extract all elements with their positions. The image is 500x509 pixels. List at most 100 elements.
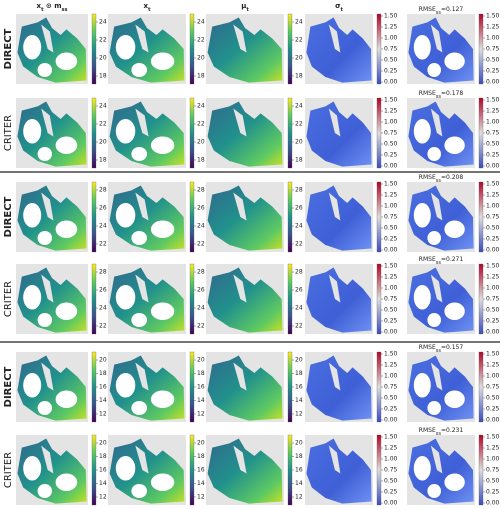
colorbar-tick-label: 0.00: [486, 163, 500, 170]
colorbar-tick-label: 18: [197, 453, 205, 460]
rmse-label: RMSEss=0.271: [419, 256, 464, 266]
colorbar-tick-label: 28: [197, 187, 205, 194]
colorbar-tick-label: 1.25: [384, 445, 398, 452]
colorbar: [91, 351, 97, 423]
colorbar: [376, 181, 382, 253]
colorbar: [91, 181, 97, 253]
colorbar-tick-label: 0.00: [384, 163, 398, 170]
rmse-label: RMSEss=0.127: [419, 6, 464, 16]
rmse-label: RMSEss=0.231: [419, 427, 464, 437]
colorbar-tick-label: 1.50: [486, 434, 500, 441]
rmse-label: RMSEss=0.208: [419, 174, 464, 184]
colorbar-tick-label: 0.75: [486, 384, 500, 391]
colorbar-tick-label: 20: [197, 357, 205, 364]
colorbar: [287, 97, 293, 169]
missing-area: [444, 302, 465, 320]
colorbar-tick-label: 0.25: [384, 406, 398, 413]
colorbar-tick-label: 26: [295, 205, 303, 212]
map-land: [41, 108, 54, 137]
column-header: xt: [144, 2, 152, 13]
colorbar: [189, 263, 195, 335]
text-part: σ: [335, 2, 341, 10]
colorbar-tick-label: 1.50: [384, 181, 398, 188]
text-part: ss: [436, 260, 442, 266]
colorbar-tick-label: 1.00: [486, 373, 500, 380]
colorbar-tick-label: 28: [99, 187, 107, 194]
column-header: xt ⊙ mss: [37, 2, 68, 13]
colorbar-tick-label: 1.50: [486, 13, 500, 20]
colorbar-tick-label: 24: [99, 223, 107, 230]
colorbar-tick-label: 16: [295, 384, 303, 391]
colorbar-tick-label: 22: [197, 241, 205, 248]
missing-area: [444, 136, 465, 154]
text-part: =0.271: [441, 256, 463, 263]
map-land: [233, 24, 247, 53]
colorbar-tick-label: 20: [295, 139, 303, 146]
missing-area: [55, 302, 78, 320]
colorbar: [91, 434, 97, 506]
colorbar-tick-label: 0.00: [486, 79, 500, 86]
colorbar-tick-label: 14: [295, 480, 303, 487]
colorbar-tick-label: 18: [197, 370, 205, 377]
colorbar-tick-label: 0.50: [486, 225, 500, 232]
text-part: ⊙ m: [43, 2, 61, 10]
colorbar-tick-label: 18: [197, 73, 205, 80]
map-land: [328, 108, 341, 137]
row-label: DIRECT: [3, 28, 14, 69]
colorbar-tick-label: 0.75: [486, 214, 500, 221]
colorbar-tick-label: 14: [99, 480, 107, 487]
map-land: [328, 24, 341, 53]
colorbar: [478, 97, 484, 169]
text-part: RMSE: [419, 256, 436, 263]
colorbar-tick-label: 0.50: [486, 395, 500, 402]
map-land: [41, 445, 54, 474]
colorbar-tick-label: 0.00: [384, 329, 398, 336]
colorbar-tick-label: 18: [99, 453, 107, 460]
colorbar-tick-label: 1.00: [384, 456, 398, 463]
missing-area: [37, 401, 52, 415]
missing-area: [150, 390, 175, 408]
missing-area: [427, 231, 442, 245]
missing-area: [115, 203, 136, 228]
colorbar-tick-label: 26: [197, 205, 205, 212]
colorbar-tick-label: 12: [295, 411, 303, 418]
missing-area: [37, 63, 52, 77]
text-part: RMSE: [419, 6, 436, 13]
missing-area: [150, 52, 175, 70]
missing-area: [131, 401, 147, 415]
colorbar-tick-label: 0.75: [384, 467, 398, 474]
colorbar-tick-label: 0.75: [486, 46, 500, 53]
colorbar-tick-label: 26: [99, 287, 107, 294]
colorbar-tick-label: 0.50: [384, 57, 398, 64]
missing-area: [37, 231, 52, 245]
missing-area: [150, 220, 175, 238]
missing-area: [23, 119, 42, 144]
colorbar-tick-label: 26: [197, 287, 205, 294]
map-land: [233, 362, 247, 391]
colorbar-tick-label: 0.50: [486, 141, 500, 148]
map-land: [430, 108, 443, 137]
colorbar-tick-label: 28: [99, 269, 107, 276]
colorbar-tick-label: 18: [197, 157, 205, 164]
map-land: [135, 108, 149, 137]
colorbar-tick-label: 18: [99, 73, 107, 80]
missing-area: [150, 136, 175, 154]
colorbar-tick-label: 1.50: [486, 97, 500, 104]
row-label: CRITER: [3, 281, 14, 317]
colorbar-tick-label: 1.00: [384, 373, 398, 380]
map-land: [233, 108, 247, 137]
colorbar-tick-label: 20: [197, 440, 205, 447]
missing-area: [115, 373, 136, 398]
map-land: [328, 445, 341, 474]
colorbar-tick-label: 0.25: [384, 152, 398, 159]
text-part: =0.127: [441, 6, 463, 13]
map-land: [328, 274, 341, 303]
colorbar: [287, 263, 293, 335]
map-land: [135, 274, 149, 303]
colorbar: [189, 181, 195, 253]
colorbar-tick-label: 1.00: [486, 285, 500, 292]
missing-area: [23, 456, 42, 481]
colorbar-tick-label: 24: [99, 19, 107, 26]
text-part: ss: [436, 178, 442, 184]
colorbar-tick-label: 0.00: [384, 417, 398, 424]
